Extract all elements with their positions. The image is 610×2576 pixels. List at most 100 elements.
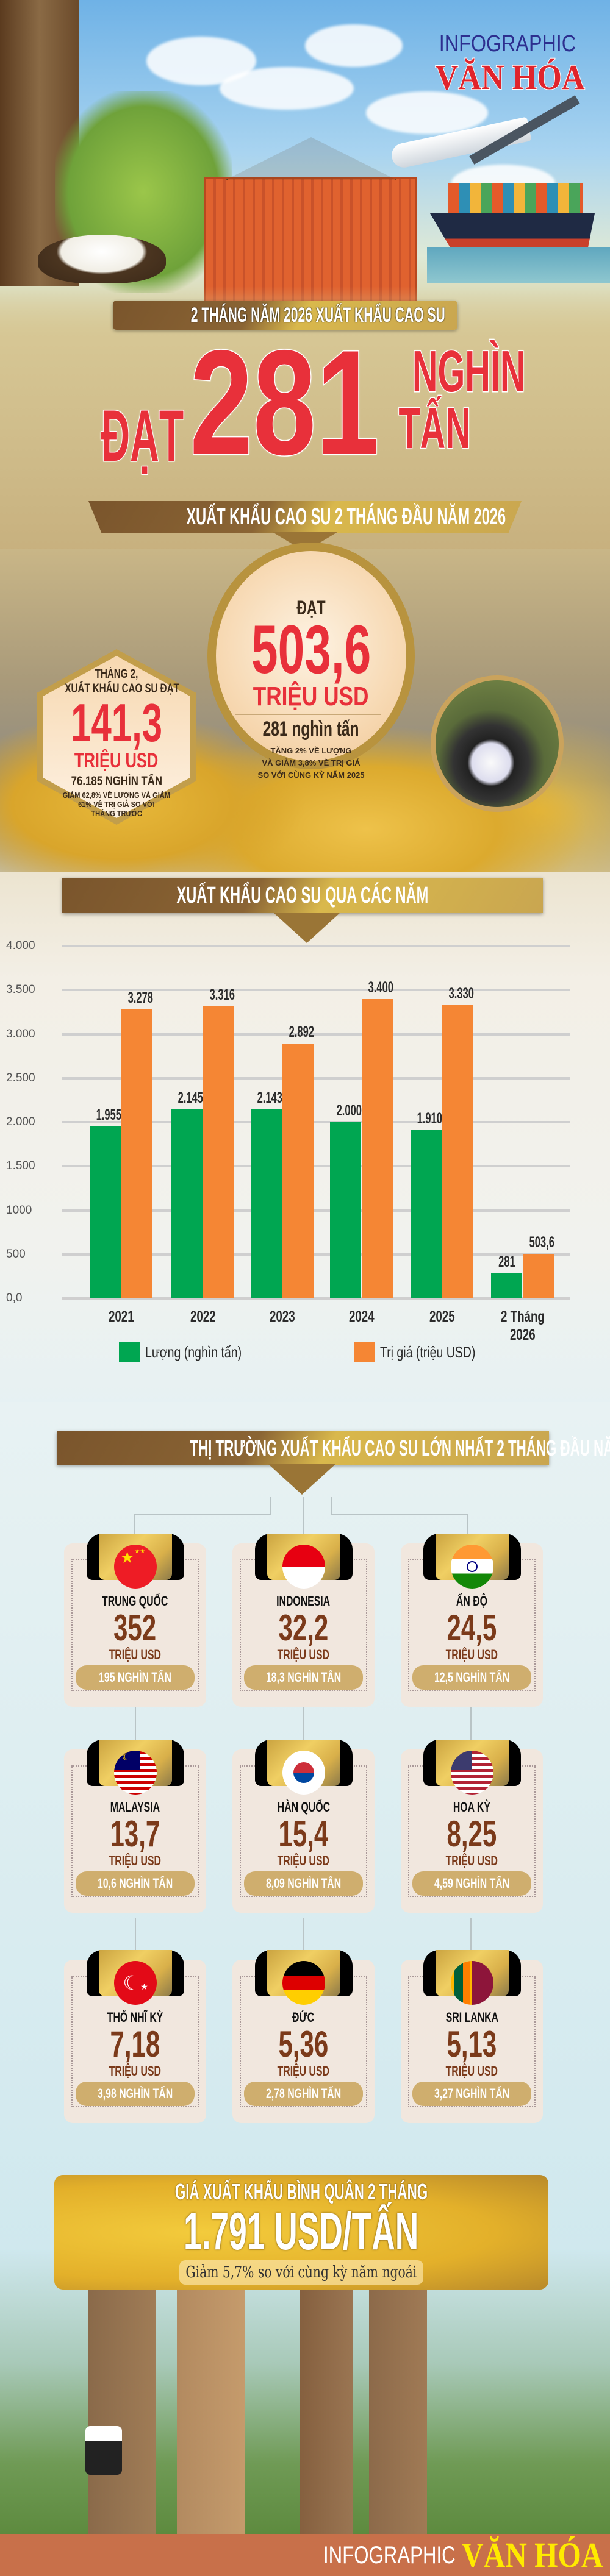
- market-value-unit: TRIỆU USD: [109, 2063, 162, 2079]
- latex-bowl: [38, 235, 166, 283]
- country-name: ĐỨC: [292, 2010, 315, 2025]
- market-value: 13,7: [110, 1813, 160, 1854]
- market-value: 15,4: [278, 1813, 329, 1854]
- connector-line: [303, 1918, 304, 1952]
- legend-swatch-volume: [119, 1342, 140, 1362]
- market-value-unit: TRIỆU USD: [109, 1647, 162, 1662]
- rubber-photo-tab: [87, 1534, 184, 1580]
- cargo-ship: [430, 183, 595, 256]
- airplane: [389, 95, 586, 170]
- hero-unit-line2: TẤN: [398, 396, 472, 461]
- arrow-down-icon: [273, 913, 340, 943]
- connector-line: [270, 1497, 271, 1515]
- legend-label-value: Trị giá (triệu USD): [380, 1343, 476, 1361]
- market-volume: 195 NGHÌN TẤN: [76, 1665, 195, 1690]
- country-name: THỔ NHĨ KỲ: [107, 2010, 163, 2025]
- chart-banner: XUẤT KHẨU CAO SU QUA CÁC NĂM: [62, 878, 543, 913]
- sea: [427, 247, 610, 283]
- market-volume: 4,59 NGHÌN TẤN: [412, 1871, 531, 1896]
- flag-china-icon: ★★★: [114, 1545, 157, 1589]
- market-value: 352: [113, 1607, 157, 1648]
- market-value-unit: TRIỆU USD: [277, 2063, 330, 2079]
- connector-line: [134, 1514, 135, 1534]
- hero-kicker-banner: 2 THÁNG NĂM 2026 XUẤT KHẨU CAO SU: [113, 301, 458, 330]
- price-value: 1.791 USD/TẤN: [184, 2202, 419, 2261]
- market-value-unit: TRIỆU USD: [109, 1853, 162, 1868]
- price-title: GIÁ XUẤT KHẨU BÌNH QUÂN 2 THÁNG: [174, 2179, 428, 2204]
- market-volume: 8,09 NGHÌN TẤN: [244, 1871, 363, 1896]
- connector-line: [470, 1707, 472, 1741]
- market-volume: 10,6 NGHÌN TẤN: [76, 1871, 195, 1896]
- chart-background: [0, 872, 610, 1408]
- container-ropes: [226, 137, 396, 180]
- market-card: HÀN QUỐC 15,4 TRIỆU USD 8,09 NGHÌN TẤN: [232, 1740, 375, 1913]
- country-name: ẤN ĐỘ: [456, 1593, 488, 1609]
- legend-swatch-value: [354, 1342, 375, 1362]
- market-value: 5,13: [447, 2024, 497, 2065]
- connector-line: [331, 1514, 468, 1515]
- flag-turkey-icon: ☾★: [114, 1961, 157, 2005]
- summary-banner-text: XUẤT KHẨU CAO SU 2 THÁNG ĐẦU NĂM 2026: [186, 504, 506, 530]
- connector-line: [303, 1707, 304, 1741]
- market-volume: 3,27 NGHÌN TẤN: [412, 2082, 531, 2106]
- connector-line: [134, 1514, 271, 1515]
- flag-germany-icon: [282, 1961, 325, 2005]
- country-name: HOA KỲ: [453, 1799, 491, 1815]
- main-label: ĐẠT: [296, 597, 326, 619]
- rubber-photo-tab: [255, 1534, 353, 1580]
- february-unit: TRIỆU USD: [74, 749, 159, 772]
- divider: [235, 714, 381, 715]
- connector-line: [135, 1918, 136, 1952]
- total-value-circle: [207, 543, 415, 769]
- market-value-unit: TRIỆU USD: [445, 1647, 498, 1662]
- footer-infographic: INFOGRAPHIC: [323, 2542, 456, 2569]
- brand-logo: INFOGRAPHIC VĂN HÓA: [427, 30, 586, 98]
- flag-sri-lanka-icon: [451, 1961, 493, 2005]
- average-price-box: GIÁ XUẤT KHẨU BÌNH QUÂN 2 THÁNG 1.791 US…: [54, 2175, 548, 2290]
- market-card: ☾★ THỔ NHĨ KỲ 7,18 TRIỆU USD 3,98 NGHÌN TẤN: [64, 1950, 206, 2123]
- market-card: ☾ MALAYSIA 13,7 TRIỆU USD 10,6 NGHÌN TẤN: [64, 1740, 206, 1913]
- flag-usa-icon: [451, 1751, 493, 1795]
- flag-india-icon: [451, 1545, 493, 1589]
- market-card: ★★★ TRUNG QUỐC 352 TRIỆU USD 195 NGHÌN TẤN: [64, 1534, 206, 1707]
- main-note: TĂNG 2% VỀ LƯỢNG VÀ GIẢM 3,8% VỀ TRỊ GIÁ S…: [257, 746, 365, 780]
- market-card: HOA KỲ 8,25 TRIỆU USD 4,59 NGHÌN TẤN: [401, 1740, 543, 1913]
- latex-cup: [85, 2426, 122, 2475]
- country-name: HÀN QUỐC: [277, 1799, 330, 1815]
- connector-line: [331, 1497, 332, 1515]
- february-volume: 76.185 NGHÌN TẤN: [71, 774, 162, 788]
- market-value: 5,36: [278, 2024, 329, 2065]
- market-card: ĐỨC 5,36 TRIỆU USD 2,78 NGHÌN TẤN: [232, 1950, 375, 2123]
- footer: INFOGRAPHIC VĂN HÓA: [0, 2534, 610, 2576]
- market-value: 32,2: [278, 1607, 329, 1648]
- market-volume: 2,78 NGHÌN TẤN: [244, 2082, 363, 2106]
- flag-indonesia-icon: [282, 1545, 325, 1589]
- markets-banner-text: THỊ TRƯỜNG XUẤT KHẨU CAO SU LỚN NHẤT 2 T…: [190, 1436, 610, 1461]
- market-value: 24,5: [447, 1607, 497, 1648]
- main-unit: TRIỆU USD: [253, 681, 369, 711]
- february-note: GIẢM 62,8% VỀ LƯỢNG VÀ GIẢM 61% VỀ TRỊ GI…: [62, 791, 171, 818]
- flag-malaysia-icon: ☾: [114, 1751, 157, 1795]
- connector-line: [303, 1497, 304, 1534]
- connector-line: [135, 1707, 136, 1741]
- arrow-down-icon: [268, 1464, 336, 1495]
- market-card: INDONESIA 32,2 TRIỆU USD 18,3 NGHÌN TẤN: [232, 1534, 375, 1707]
- footer-brand-name: VĂN HÓA: [462, 2535, 603, 2575]
- summary-banner: XUẤT KHẨU CAO SU 2 THÁNG ĐẦU NĂM 2026: [88, 501, 522, 533]
- market-card: SRI LANKA 5,13 TRIỆU USD 3,27 NGHÌN TẤN: [401, 1950, 543, 2123]
- latex-cup-photo: [431, 675, 564, 812]
- brand-infographic-text: INFOGRAPHIC: [439, 31, 576, 57]
- february-hexagon-inner: [43, 656, 190, 818]
- market-volume: 3,98 NGHÌN TẤN: [76, 2082, 195, 2106]
- legend-label-volume: Lượng (nghìn tấn): [145, 1343, 242, 1361]
- hero-number: 281: [189, 319, 380, 486]
- market-volume: 18,3 NGHÌN TẤN: [244, 1665, 363, 1690]
- market-value: 8,25: [447, 1813, 497, 1854]
- market-value-unit: TRIỆU USD: [445, 1853, 498, 1868]
- february-value: 141,3: [71, 692, 162, 753]
- country-name: TRUNG QUỐC: [102, 1593, 168, 1609]
- market-value-unit: TRIỆU USD: [277, 1853, 330, 1868]
- rubber-photo-tab: [423, 1534, 521, 1580]
- country-name: INDONESIA: [276, 1593, 331, 1609]
- brand-name-text: VĂN HÓA: [435, 57, 586, 98]
